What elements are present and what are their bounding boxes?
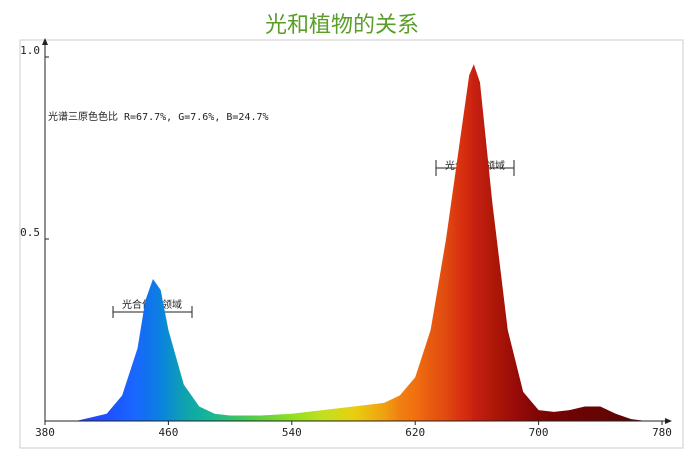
y-tick-label: 1.0 (20, 44, 40, 57)
x-axis-arrow (665, 418, 672, 424)
x-tick-label: 780 (652, 426, 672, 439)
y-axis-arrow (42, 38, 48, 45)
x-tick-label: 620 (405, 426, 425, 439)
x-tick-label: 460 (158, 426, 178, 439)
y-tick-label: 0.5 (20, 226, 40, 239)
spectrum-area (45, 64, 647, 421)
x-tick-label: 380 (35, 426, 55, 439)
frame (19, 39, 684, 449)
x-tick-label: 540 (282, 426, 302, 439)
x-tick-label: 700 (529, 426, 549, 439)
chart-title: 光和植物的关系 (265, 13, 419, 38)
annotation: 光谱三原色色比 R=67.7%, G=7.6%, B=24.7% (48, 110, 269, 123)
